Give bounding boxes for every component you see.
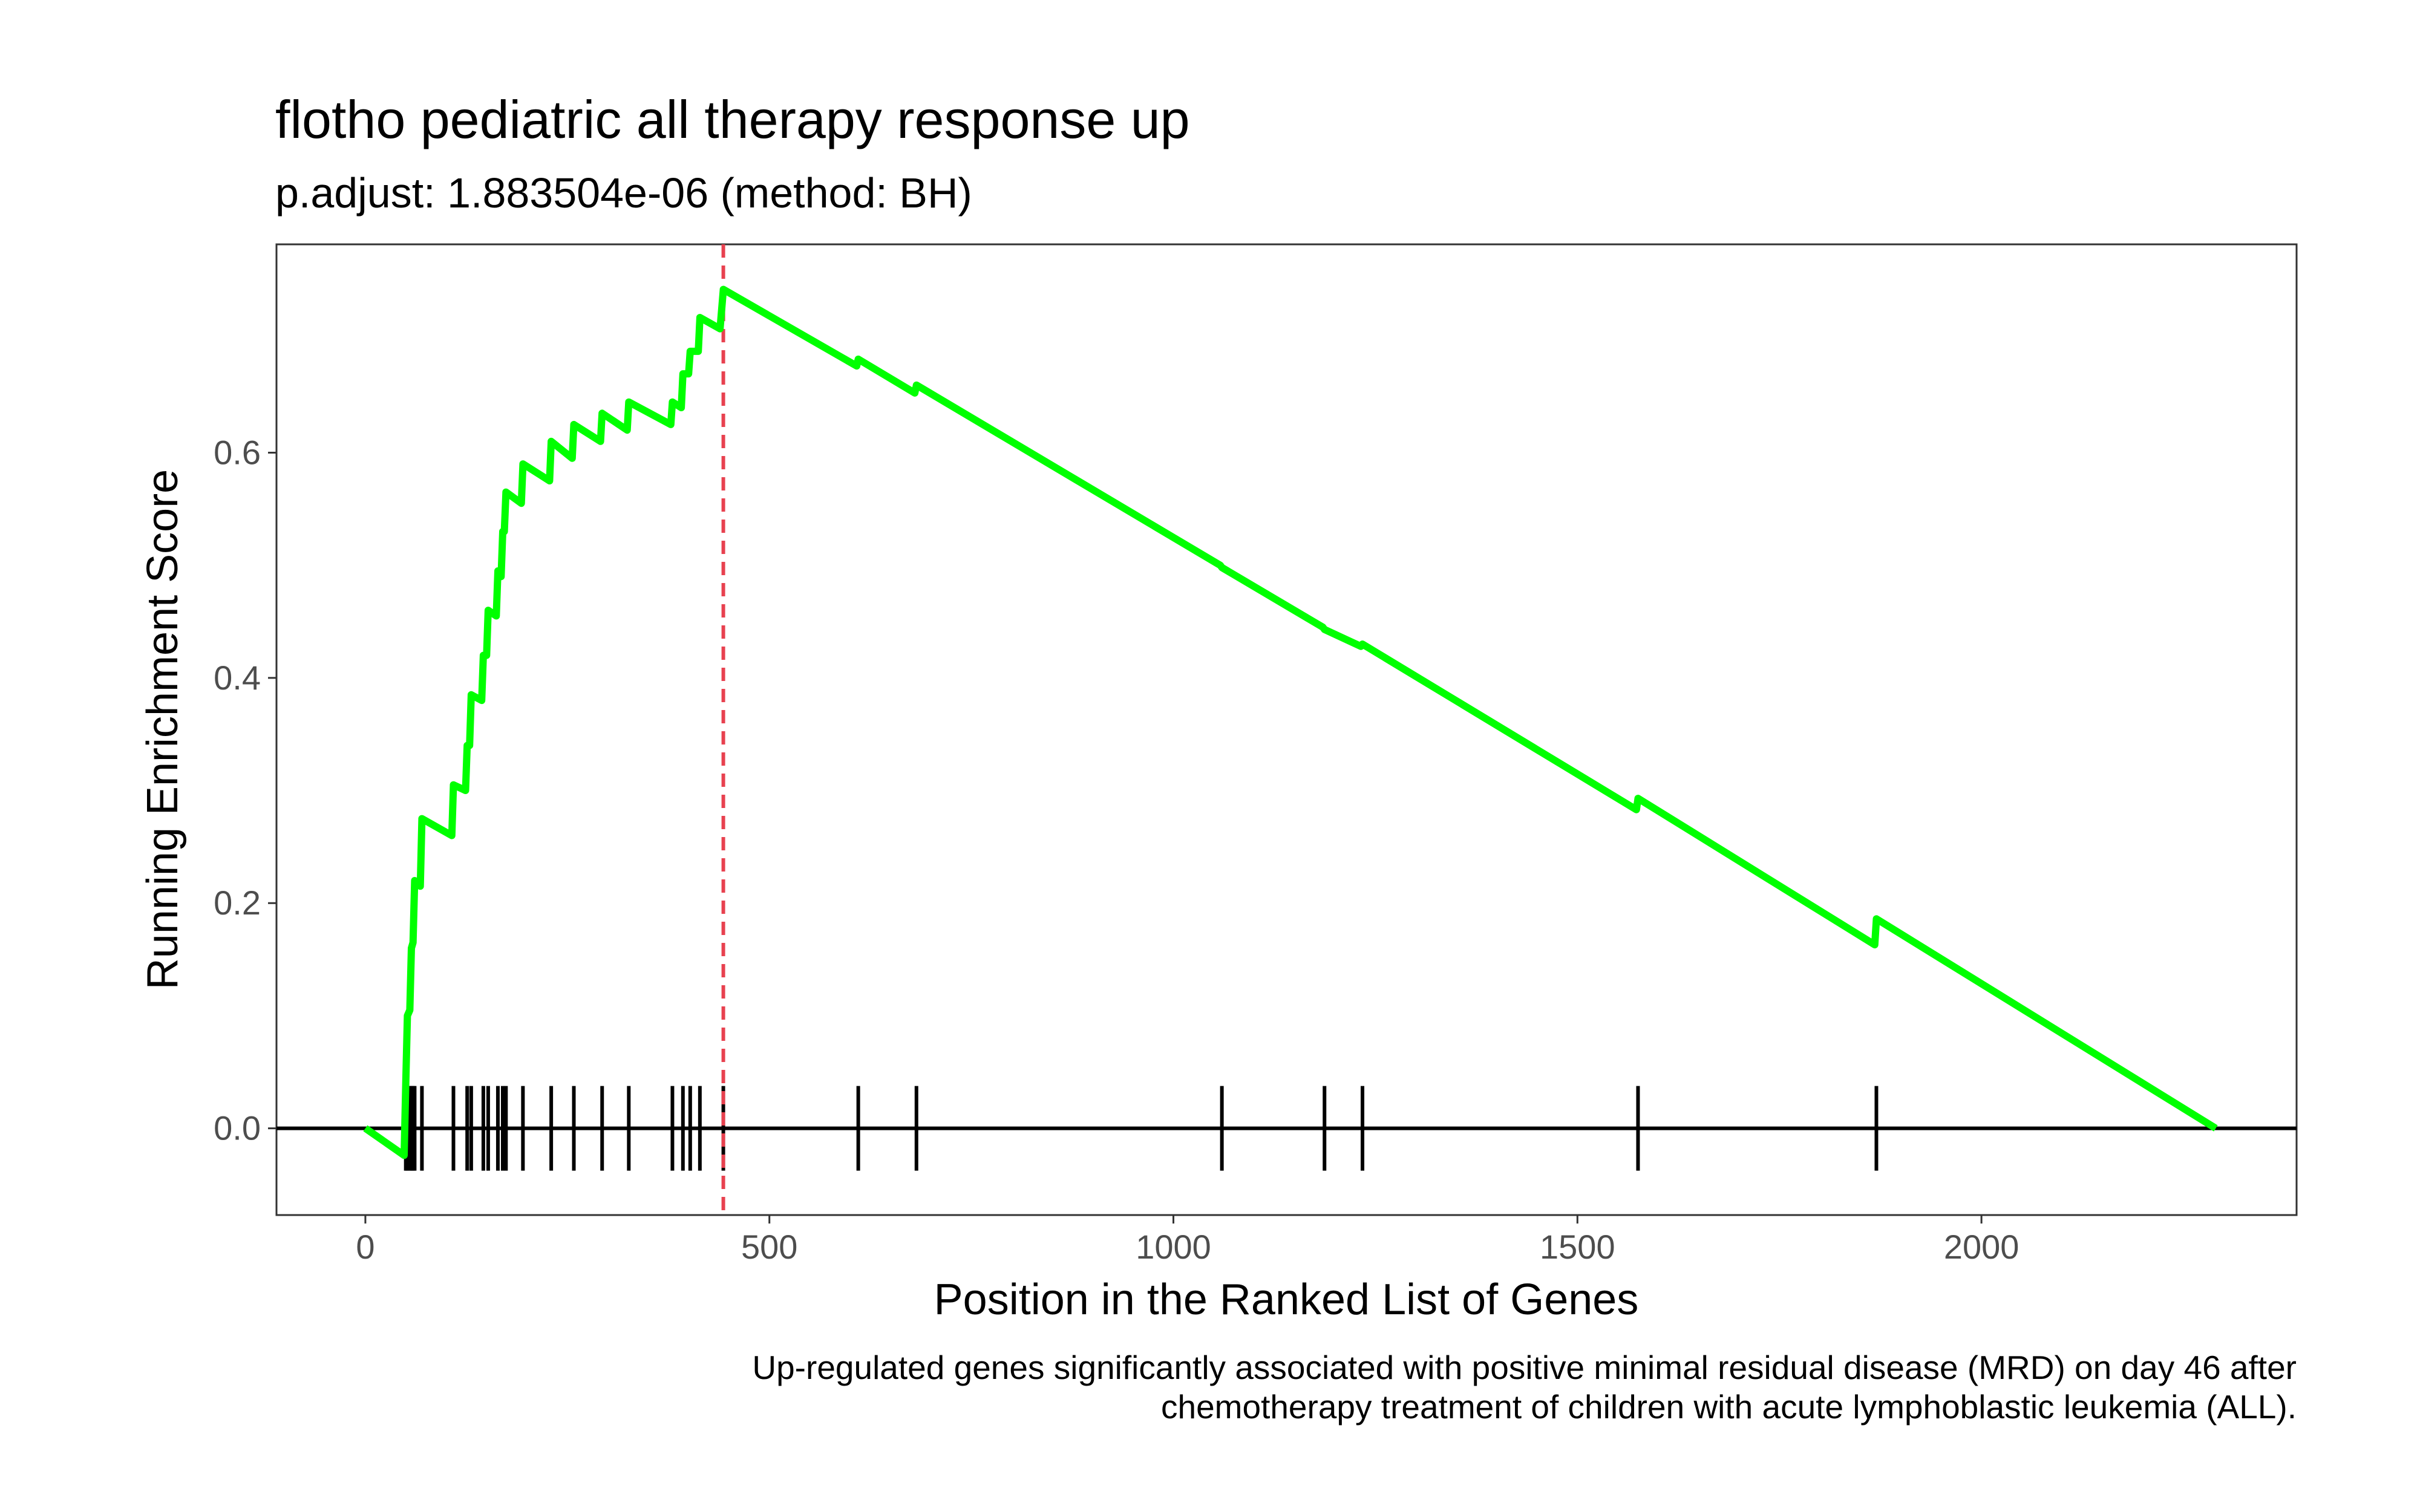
chart-subtitle: p.adjust: 1.883504e-06 (method: BH) bbox=[275, 169, 972, 217]
chart-title: flotho pediatric all therapy response up bbox=[275, 90, 1190, 149]
x-tick-label: 2000 bbox=[1944, 1228, 2019, 1266]
caption-line-1: Up-regulated genes significantly associa… bbox=[752, 1349, 2297, 1386]
x-tick-label: 500 bbox=[741, 1228, 797, 1266]
y-tick-label: 0.2 bbox=[214, 884, 261, 922]
y-tick-label: 0.6 bbox=[214, 433, 261, 471]
caption-line-2: chemotherapy treatment of children with … bbox=[1161, 1388, 2297, 1426]
y-tick-label: 0.4 bbox=[214, 659, 261, 697]
plot-panel: 0.0 0.2 0.4 0.6 0 500 1000 1500 2000 bbox=[214, 243, 2298, 1266]
x-tick-label: 0 bbox=[356, 1228, 374, 1266]
y-axis-ticks: 0.0 0.2 0.4 0.6 bbox=[214, 433, 276, 1147]
running-score-line bbox=[363, 285, 2218, 1159]
x-axis-title: Position in the Ranked List of Genes bbox=[934, 1276, 1639, 1324]
x-tick-label: 1500 bbox=[1540, 1228, 1615, 1266]
y-axis-title: Running Enrichment Score bbox=[139, 469, 187, 989]
x-axis-ticks: 0 500 1000 1500 2000 bbox=[356, 1215, 2019, 1266]
panel-border bbox=[275, 243, 2298, 1216]
y-tick-label: 0.0 bbox=[214, 1109, 261, 1147]
x-tick-label: 1000 bbox=[1136, 1228, 1211, 1266]
